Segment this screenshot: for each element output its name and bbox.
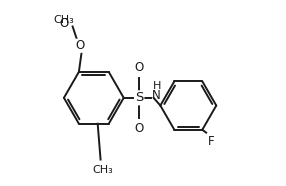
Text: CH₃: CH₃ (92, 165, 113, 175)
Text: O: O (59, 17, 69, 30)
Text: N: N (152, 89, 161, 102)
Text: CH₃: CH₃ (53, 15, 74, 25)
Text: F: F (208, 135, 215, 147)
Text: H: H (153, 81, 162, 91)
Text: S: S (135, 91, 143, 104)
Text: O: O (76, 39, 85, 52)
Text: O: O (134, 61, 144, 74)
Text: O: O (134, 122, 144, 135)
